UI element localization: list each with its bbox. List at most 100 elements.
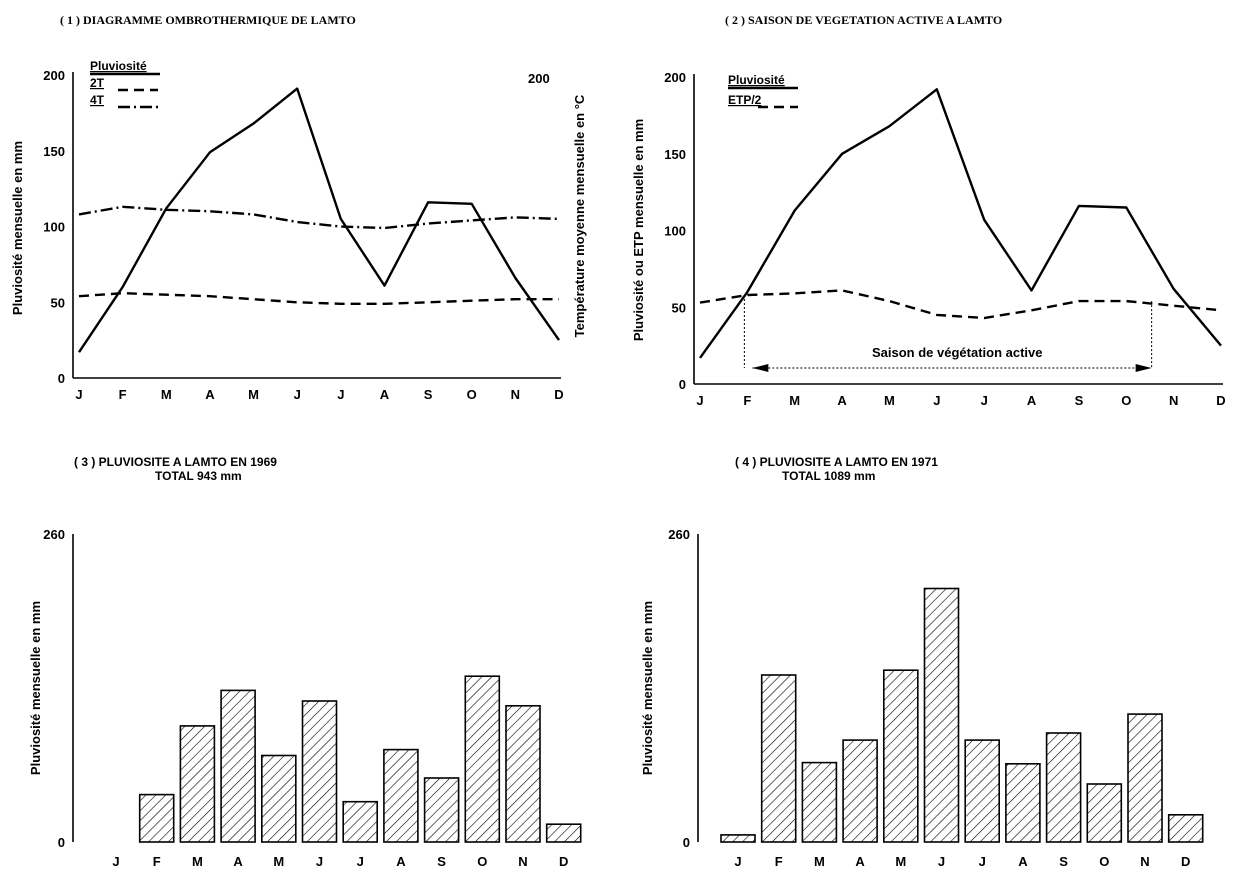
chart3-title: ( 3 ) PLUVIOSITE A LAMTO EN 1969 (74, 455, 277, 469)
chart3-bar (383, 748, 419, 843)
chart3-plot: 0 260 J F M A M J J A S O N D (43, 527, 582, 869)
chart4-x-tick-label: A (855, 854, 865, 869)
chart2-y-tick-label: 200 (664, 70, 686, 85)
chart4-bar (1005, 762, 1041, 843)
chart1-title: ( 1 ) DIAGRAMME OMBROTHERMIQUE DE LAMTO (60, 13, 356, 27)
chart4-bar (964, 739, 1001, 843)
chart4-x-tick-label: J (734, 854, 741, 869)
chart1-legend-label: 4T (90, 93, 105, 107)
chart4-x-tick-label: O (1099, 854, 1109, 869)
chart1-y-tick-label: 200 (43, 68, 65, 83)
chart2-y-tick-label: 150 (664, 147, 686, 162)
chart2-y-tick-label: 0 (679, 377, 686, 392)
chart4-x-tick-label: N (1140, 854, 1149, 869)
chart2-series-pluviosit- (699, 88, 1222, 359)
chart3-y-tick-label: 0 (58, 835, 65, 850)
chart3-y-tick-label: 260 (43, 527, 65, 542)
chart2-legend-label: Pluviosité (728, 73, 785, 87)
chart1-right-tick-top: 200 (528, 71, 550, 86)
chart4-x-tick-label: J (979, 854, 986, 869)
chart3-bar (179, 725, 216, 843)
chart3-bar (138, 793, 175, 843)
chart1-x-tick-label: M (248, 387, 259, 402)
chart1-series-4t (78, 205, 560, 230)
chart1-x-tick-label: S (424, 387, 433, 402)
chart1-y-axis-label-right: Température moyenne mensuelle en °C (572, 94, 587, 337)
chart1-legend-label: Pluviosité (90, 59, 147, 73)
chart3-bar (260, 754, 297, 843)
chart2-plot: 0 50 100 150 200 J F M A M J J A S O N D Pluviosité ETP/2 (664, 70, 1225, 408)
chart2-x-tick-label: A (837, 393, 847, 408)
chart3-bar (423, 777, 460, 843)
chart2-x-tick-label: A (1027, 393, 1037, 408)
chart3-x-tick-label: J (316, 854, 323, 869)
chart3-subtitle: TOTAL 943 mm (155, 469, 242, 483)
chart3-bar (342, 800, 379, 843)
chart3-bar (545, 823, 582, 843)
chart4-x-tick-label: F (775, 854, 783, 869)
chart4-bar (720, 834, 756, 843)
chart4-x-tick-label: S (1059, 854, 1068, 869)
chart3-x-tick-label: M (192, 854, 203, 869)
chart4-y-axis-label: Pluviosité mensuelle en mm (640, 601, 655, 775)
chart2-x-tick-label: S (1075, 393, 1084, 408)
chart3-x-tick-label: J (357, 854, 364, 869)
chart1-x-tick-label: J (294, 387, 301, 402)
chart1-y-tick-label: 150 (43, 144, 65, 159)
chart4-x-tick-label: J (938, 854, 945, 869)
chart4-bar (882, 669, 919, 843)
chart1-y-axis-label: Pluviosité mensuelle en mm (10, 141, 25, 315)
chart2-x-tick-label: F (743, 393, 751, 408)
chart1-x-tick-label: M (161, 387, 172, 402)
chart2-y-axis-label: Pluviosité ou ETP mensuelle en mm (631, 119, 646, 341)
chart2-x-tick-label: M (884, 393, 895, 408)
chart2-legend-label: ETP/2 (728, 93, 762, 107)
chart2-x-tick-label: D (1216, 393, 1225, 408)
chart1-series-pluviosit- (78, 87, 560, 353)
chart4-bar (1167, 813, 1204, 843)
chart1-plot: 0 50 100 150 200 J F M A M J J A S O N D Pluviosité 2T 4T (43, 59, 563, 402)
chart1-x-tick-label: O (467, 387, 477, 402)
chart2-title: ( 2 ) SAISON DE VEGETATION ACTIVE A LAMT… (725, 13, 1002, 27)
chart3-bar (505, 704, 541, 843)
chart2-season-arrowhead-right (1135, 364, 1152, 372)
chart3-x-tick-label: O (477, 854, 487, 869)
chart1-x-tick-label: D (554, 387, 563, 402)
chart3-y-axis-label: Pluviosité mensuelle en mm (28, 601, 43, 775)
chart4-bar (923, 587, 960, 843)
chart4-bar (1045, 732, 1082, 843)
chart2-y-tick-label: 100 (664, 224, 686, 239)
chart1-x-tick-label: J (337, 387, 344, 402)
chart3-x-tick-label: J (112, 854, 119, 869)
chart2-x-tick-label: O (1121, 393, 1131, 408)
chart2-x-tick-label: N (1169, 393, 1178, 408)
chart3-x-tick-label: F (153, 854, 161, 869)
chart4-bar (842, 739, 878, 843)
chart2-x-tick-label: J (696, 393, 703, 408)
chart3-bar (220, 689, 256, 843)
chart3-x-tick-label: D (559, 854, 568, 869)
chart3-bar (301, 700, 338, 843)
chart4-x-tick-label: D (1181, 854, 1190, 869)
chart3-x-tick-label: N (518, 854, 527, 869)
chart1-y-tick-label: 0 (58, 371, 65, 386)
chart4-title: ( 4 ) PLUVIOSITE A LAMTO EN 1971 (735, 455, 938, 469)
chart4-plot: 0 260 J F M A M J J A S O N D (668, 527, 1204, 869)
chart3-x-tick-label: A (233, 854, 243, 869)
chart3-x-tick-label: M (273, 854, 284, 869)
chart1-y-tick-label: 100 (43, 220, 65, 235)
chart4-bar (1086, 783, 1123, 843)
chart1-y-tick-label: 50 (51, 295, 65, 310)
chart2-season-arrowhead-left (752, 364, 769, 372)
chart1-x-tick-label: F (119, 387, 127, 402)
chart4-x-tick-label: M (814, 854, 825, 869)
chart1-x-tick-label: N (511, 387, 520, 402)
chart4-bar (760, 674, 797, 843)
chart2-annotation: Saison de végétation active (872, 345, 1043, 360)
chart2-series-etp-2 (699, 289, 1222, 320)
chart2-x-tick-label: J (981, 393, 988, 408)
chart4-y-tick-label: 260 (668, 527, 690, 542)
chart4-bar (1127, 713, 1163, 843)
chart4-bar (801, 761, 838, 843)
